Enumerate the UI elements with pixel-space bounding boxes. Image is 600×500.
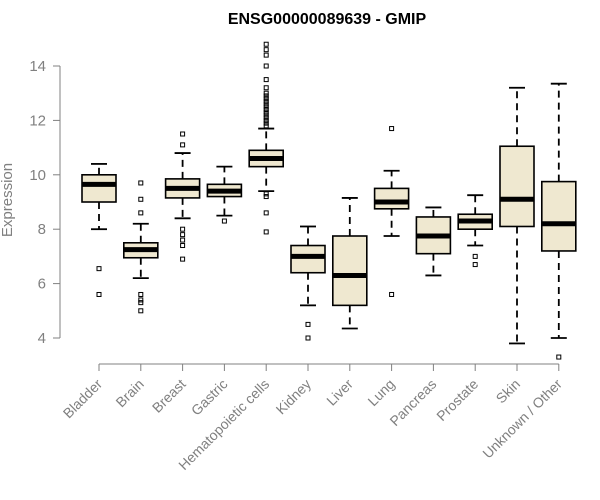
chart-title: ENSG00000089639 - GMIP: [228, 11, 427, 28]
box-kidney: [290, 225, 326, 341]
box-brain: [123, 180, 159, 314]
outlier-point: [389, 126, 395, 132]
x-tick-label: Brain: [112, 376, 146, 410]
outlier-point: [263, 191, 269, 197]
outlier-point: [180, 237, 186, 243]
outlier-point: [472, 253, 478, 259]
y-tick-label: 8: [38, 221, 46, 238]
iqr-box: [290, 244, 326, 274]
outlier-point: [263, 104, 269, 110]
outlier-point: [138, 308, 144, 314]
outlier-point: [96, 291, 102, 297]
outlier-point: [263, 98, 269, 104]
outlier-point: [138, 297, 144, 303]
iqr-box: [499, 145, 535, 228]
outlier-point: [180, 142, 186, 148]
outlier-point: [263, 107, 269, 113]
outlier-point: [263, 194, 269, 200]
x-tick-label: Kidney: [273, 376, 315, 418]
outlier-point: [263, 52, 269, 58]
outlier-point: [389, 291, 395, 297]
outlier-point: [263, 210, 269, 216]
box-unknown-other: [540, 82, 577, 360]
outlier-point: [180, 256, 186, 262]
outlier-point: [138, 300, 144, 306]
x-tick-label: Bladder: [60, 376, 106, 422]
x-tick-label: Skin: [493, 376, 524, 407]
box-pancreas: [415, 206, 452, 277]
outlier-point: [263, 63, 269, 69]
iqr-box: [373, 187, 410, 210]
x-tick-label: Lung: [364, 376, 397, 409]
outlier-point: [263, 109, 269, 115]
outlier-point: [263, 120, 269, 126]
outlier-point: [263, 123, 269, 129]
y-axis: 4 6 8 10 12 14: [29, 58, 61, 347]
box-hematopoietic-cells: [248, 41, 284, 235]
y-tick-label: 12: [29, 112, 46, 129]
outlier-point: [263, 90, 269, 96]
outlier-point: [556, 354, 562, 360]
outlier-point: [472, 262, 478, 268]
outlier-point: [180, 243, 186, 249]
outlier-point: [263, 47, 269, 53]
outlier-point: [180, 226, 186, 232]
outlier-point: [263, 101, 269, 107]
x-tick-label: Unknown / Other: [479, 376, 565, 462]
y-axis-label: Expression: [0, 163, 16, 237]
outlier-point: [263, 85, 269, 91]
x-tick-label: Liver: [323, 376, 356, 409]
outlier-point: [180, 131, 186, 137]
outlier-point: [138, 210, 144, 216]
y-tick-label: 10: [29, 167, 46, 184]
outlier-point: [305, 321, 311, 327]
outlier-point: [263, 41, 269, 47]
outlier-point: [138, 291, 144, 297]
box-series: [81, 41, 577, 360]
y-tick-label: 6: [38, 276, 46, 293]
box-bladder: [81, 163, 117, 297]
outlier-point: [263, 115, 269, 121]
x-tick-label: Prostate: [433, 376, 481, 424]
iqr-box: [331, 235, 368, 307]
outlier-point: [263, 93, 269, 99]
outlier-point: [263, 229, 269, 235]
box-lung: [373, 126, 410, 297]
outlier-point: [263, 77, 269, 83]
outlier-point: [221, 218, 227, 224]
outlier-point: [263, 117, 269, 123]
outlier-point: [305, 335, 311, 341]
box-prostate: [457, 194, 494, 268]
iqr-box: [540, 180, 577, 252]
box-liver: [331, 197, 368, 330]
outlier-point: [96, 266, 102, 272]
outlier-point: [180, 232, 186, 238]
box-breast: [164, 131, 201, 262]
outlier-point: [138, 196, 144, 202]
iqr-box: [81, 174, 117, 203]
y-tick-label: 14: [29, 58, 46, 75]
outlier-point: [263, 112, 269, 118]
box-gastric: [206, 165, 243, 224]
outlier-point: [138, 180, 144, 186]
outlier-point: [263, 96, 269, 102]
y-tick-label: 4: [38, 330, 46, 347]
x-tick-label: Breast: [149, 376, 189, 416]
box-skin: [499, 86, 535, 345]
